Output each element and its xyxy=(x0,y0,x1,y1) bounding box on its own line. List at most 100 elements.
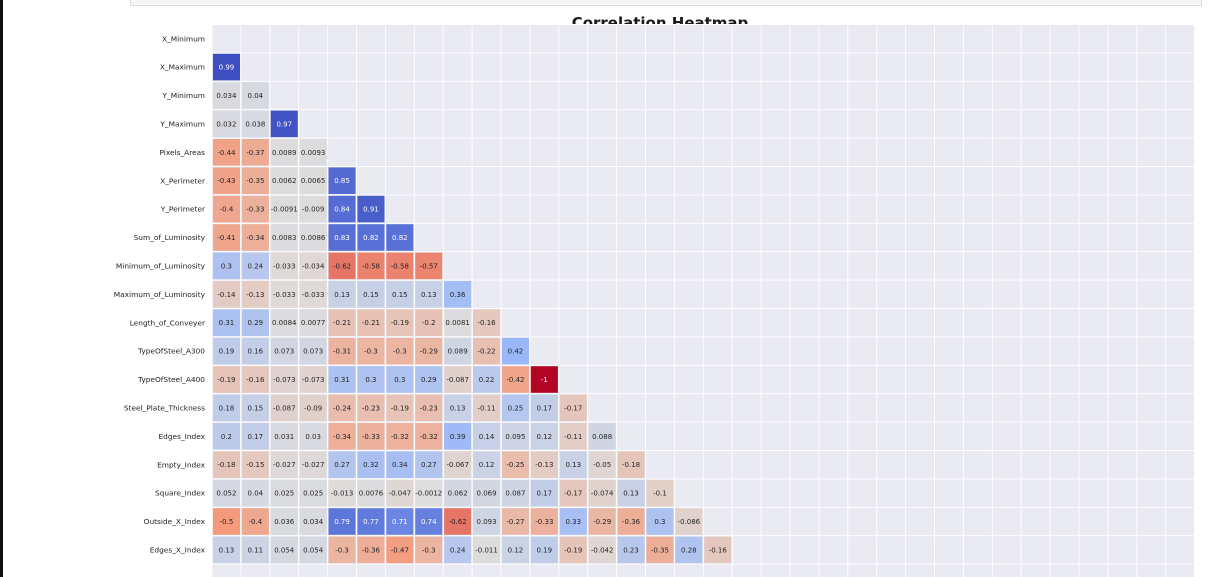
cell-value-label: -0.16 xyxy=(709,546,728,554)
heatmap-cell xyxy=(617,508,645,535)
cell-value-label: -0.34 xyxy=(246,234,265,242)
heatmap-cell xyxy=(241,309,269,336)
cell-value-label: 0.71 xyxy=(392,518,408,526)
heatmap-cell xyxy=(415,309,443,336)
heatmap-cell xyxy=(530,508,558,535)
heatmap-cell xyxy=(646,508,674,535)
heatmap-cell xyxy=(328,366,356,393)
cell-value-label: 0.27 xyxy=(421,461,437,469)
row-label: Maximum_of_Luminosity xyxy=(114,290,206,299)
heatmap-cell xyxy=(530,451,558,478)
heatmap-cell xyxy=(473,366,501,393)
heatmap-cell xyxy=(328,252,356,280)
cell-value-label: 0.19 xyxy=(219,348,235,356)
row-label: Sum_of_Luminosity xyxy=(134,233,206,242)
heatmap-cell xyxy=(415,451,443,478)
heatmap-cell xyxy=(444,451,472,478)
cell-value-label: -0.5 xyxy=(220,518,234,526)
heatmap-cell xyxy=(617,536,645,564)
cell-value-label: -0.027 xyxy=(273,461,296,469)
cell-value-label: 0.15 xyxy=(248,404,264,412)
cell-value-label: -0.19 xyxy=(564,546,582,554)
cell-value-label: -0.19 xyxy=(217,376,235,384)
heatmap-cell xyxy=(270,309,298,336)
cell-value-label: 0.82 xyxy=(392,234,408,242)
cell-value-label: 0.073 xyxy=(274,348,294,356)
cell-value-label: 0.17 xyxy=(537,404,553,412)
heatmap-cell xyxy=(386,394,414,422)
cell-value-label: -0.33 xyxy=(535,518,553,526)
heatmap-cell xyxy=(299,451,327,478)
cell-value-label: -0.35 xyxy=(651,546,669,554)
row-label: Outside_X_Index xyxy=(144,517,206,526)
heatmap-cell xyxy=(241,366,269,393)
cell-value-label: -0.3 xyxy=(364,348,378,356)
heatmap-cell xyxy=(444,508,472,535)
heatmap-cell xyxy=(501,366,529,393)
cell-value-label: 0.025 xyxy=(274,490,294,498)
cell-value-label: 0.34 xyxy=(392,461,408,469)
heatmap-cell xyxy=(386,479,414,507)
cell-value-label: -0.36 xyxy=(622,518,641,526)
heatmap-cell xyxy=(415,508,443,535)
cell-value-label: 0.3 xyxy=(221,262,232,270)
heatmap-cell xyxy=(299,195,327,223)
cell-value-label: 0.0083 xyxy=(272,234,297,242)
cell-value-label: -0.14 xyxy=(217,291,236,299)
heatmap-cell xyxy=(444,479,472,507)
heatmap-cell xyxy=(473,309,501,336)
heatmap-cell xyxy=(415,337,443,365)
heatmap-cell xyxy=(530,394,558,422)
cell-value-label: 0.74 xyxy=(421,518,437,526)
cell-value-label: -0.05 xyxy=(593,461,611,469)
cell-value-label: 0.04 xyxy=(248,92,264,100)
heatmap-cell xyxy=(270,451,298,478)
heatmap-cell xyxy=(241,224,269,251)
cell-value-label: -0.58 xyxy=(362,262,380,270)
cell-value-label: 0.15 xyxy=(392,291,408,299)
cell-value-label: -0.2 xyxy=(422,319,436,327)
heatmap-cell xyxy=(299,139,327,166)
cell-value-label: -0.1 xyxy=(653,490,667,498)
cell-value-label: -0.4 xyxy=(249,518,263,526)
heatmap-cell xyxy=(270,423,298,450)
heatmap-cell xyxy=(386,451,414,478)
cell-value-label: -0.3 xyxy=(422,546,436,554)
cell-value-label: 0.032 xyxy=(216,120,236,128)
heatmap-cell xyxy=(299,337,327,365)
cell-value-label: -0.29 xyxy=(593,518,611,526)
cell-value-label: -0.21 xyxy=(362,319,380,327)
cell-value-label: 0.0081 xyxy=(445,319,470,327)
row-label: X_Minimum xyxy=(162,34,205,43)
heatmap-cell xyxy=(415,479,443,507)
cell-value-label: 0.17 xyxy=(537,490,553,498)
heatmap-cell xyxy=(357,423,385,450)
heatmap-cell xyxy=(501,423,529,450)
heatmap-cell xyxy=(415,366,443,393)
heatmap-cell xyxy=(328,167,356,194)
cell-value-label: 0.17 xyxy=(248,433,264,441)
cell-value-label: -0.18 xyxy=(217,461,235,469)
cell-value-label: 0.29 xyxy=(421,376,437,384)
cell-value-label: -0.033 xyxy=(302,291,325,299)
cell-value-label: 0.12 xyxy=(537,433,553,441)
heatmap-cell xyxy=(473,536,501,564)
cell-value-label: 0.0089 xyxy=(272,149,297,157)
heatmap-cell xyxy=(241,252,269,280)
heatmap-cell xyxy=(588,536,616,564)
heatmap-cell xyxy=(299,394,327,422)
row-label: Edges_X_Index xyxy=(150,546,206,555)
cell-value-label: -1 xyxy=(541,376,548,384)
cell-value-label: -0.16 xyxy=(477,319,496,327)
heatmap-cell xyxy=(617,479,645,507)
heatmap-cell xyxy=(588,479,616,507)
heatmap-cell xyxy=(530,536,558,564)
heatmap-cell xyxy=(328,451,356,478)
heatmap-cell xyxy=(559,394,587,422)
heatmap-cell xyxy=(270,394,298,422)
cell-value-label: 0.0084 xyxy=(272,319,297,327)
heatmap-cell xyxy=(328,508,356,535)
cell-value-label: 0.31 xyxy=(334,376,350,384)
row-label: Pixels_Areas xyxy=(160,148,206,157)
cell-value-label: 0.034 xyxy=(303,518,324,526)
